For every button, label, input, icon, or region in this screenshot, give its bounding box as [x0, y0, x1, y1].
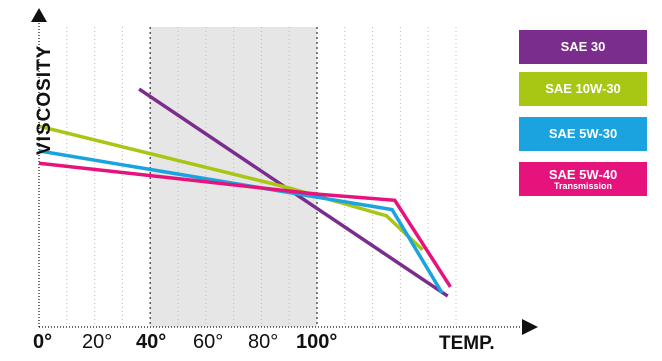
x-tick-label-0: 0° [33, 331, 53, 353]
legend-item-sae-5w-30: SAE 5W-30 [519, 117, 647, 151]
x-tick-label-60: 60° [193, 331, 224, 353]
legend-label: SAE 5W-30 [548, 126, 618, 141]
legend-sublabel: Transmission [553, 180, 613, 191]
series-line-sae-5w-30 [38, 149, 444, 294]
x-axis-arrow-icon [522, 319, 538, 335]
legend-item-sae-10w-30: SAE 10W-30 [519, 72, 647, 106]
y-axis-arrow-icon [31, 8, 47, 22]
legend-label: SAE 30 [560, 39, 606, 54]
legend-label: SAE 5W-40 [548, 166, 618, 182]
y-axis-label: VISCOSITY [34, 44, 55, 155]
x-tick-label-80: 80° [248, 331, 279, 353]
legend-label: SAE 10W-30 [545, 81, 621, 96]
x-tick-label-40: 40° [136, 331, 167, 353]
legend-item-sae-30: SAE 30 [519, 30, 647, 64]
x-tick-label-100: 100° [296, 331, 338, 353]
x-tick-label-20: 20° [82, 331, 113, 353]
legend-item-sae-5w-40: SAE 5W-40 Transmission [519, 162, 647, 196]
series-line-sae-5w-40 [38, 161, 452, 288]
x-axis-label: TEMP. [439, 333, 495, 354]
